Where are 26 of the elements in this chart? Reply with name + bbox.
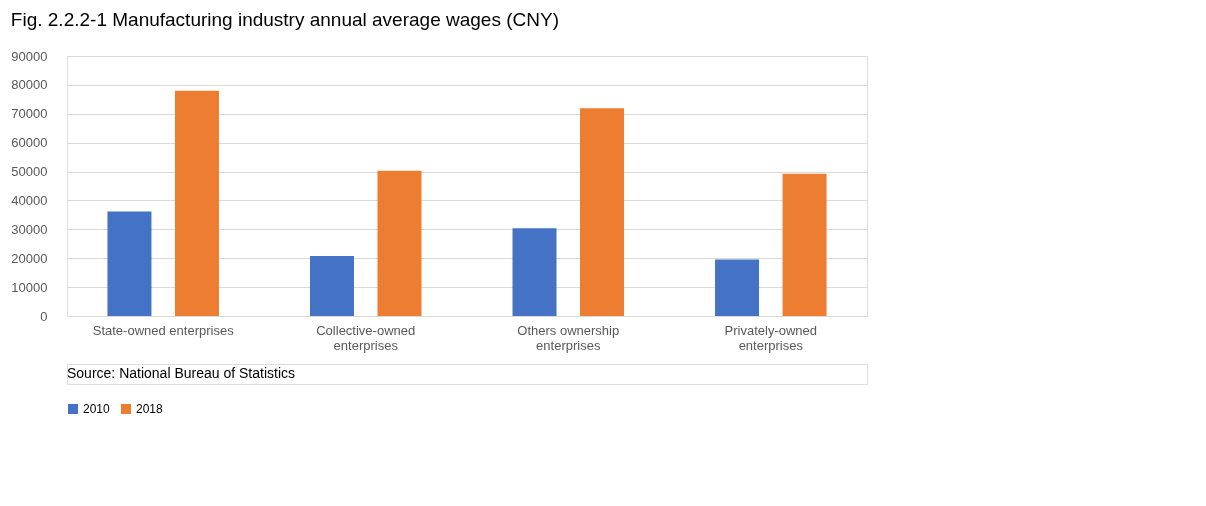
y-tick-label: 30000 bbox=[11, 221, 48, 237]
bar bbox=[174, 90, 219, 316]
legend-label: 2010 bbox=[83, 402, 111, 416]
y-tick-label: 60000 bbox=[11, 135, 48, 151]
bar bbox=[107, 211, 152, 316]
bar bbox=[715, 259, 760, 316]
x-tick-label: State-owned enterprises bbox=[92, 322, 235, 338]
y-tick-label: 50000 bbox=[11, 164, 48, 180]
y-tick-label: 80000 bbox=[11, 77, 48, 93]
y-tick-label: 90000 bbox=[11, 48, 48, 64]
y-tick-label: 10000 bbox=[11, 279, 48, 295]
bar bbox=[377, 170, 422, 316]
y-tick-label: 40000 bbox=[11, 192, 48, 208]
x-tick-label: Collective-owned enterprises bbox=[316, 322, 416, 353]
legend-label: 2018 bbox=[136, 402, 164, 416]
x-tick-label: Privately-owned enterprises bbox=[724, 322, 818, 353]
bar bbox=[512, 228, 557, 316]
chart-title: Fig. 2.2.2-1 Manufacturing industry annual average wages (CNY) bbox=[10, 9, 559, 30]
source-note: Source: National Bureau of Statistics bbox=[67, 365, 296, 381]
y-tick-label: 20000 bbox=[11, 250, 48, 266]
y-tick-label: 70000 bbox=[11, 106, 48, 122]
bar bbox=[782, 173, 827, 316]
y-tick-label: 0 bbox=[40, 308, 48, 324]
bar bbox=[309, 255, 354, 316]
bar bbox=[580, 108, 625, 316]
x-tick-label: Others ownership enterprises bbox=[517, 322, 620, 353]
